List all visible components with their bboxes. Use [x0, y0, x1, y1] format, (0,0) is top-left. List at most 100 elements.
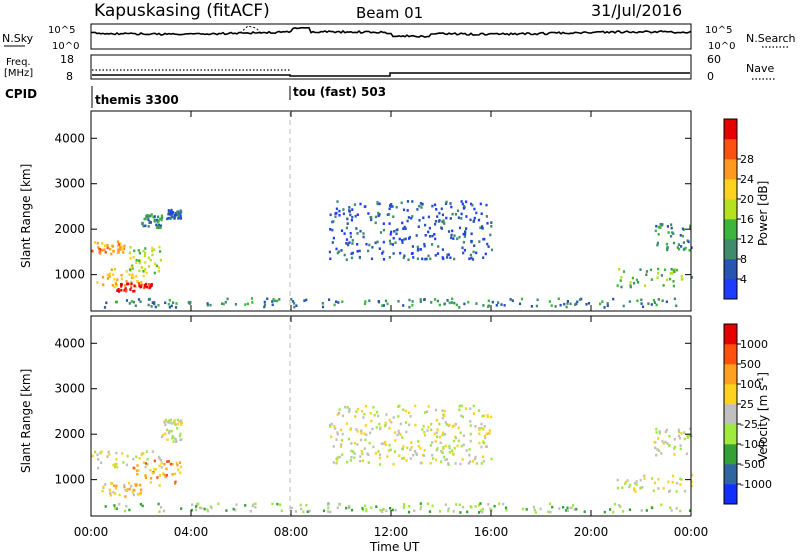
data-cell [665, 278, 669, 282]
data-cell [335, 461, 338, 465]
data-cell [329, 510, 332, 514]
data-cell [690, 246, 693, 249]
data-cell [116, 278, 119, 282]
data-cell [91, 454, 94, 458]
data-cell [117, 243, 121, 246]
beam-title: Beam 01 [356, 4, 423, 22]
data-cell [151, 301, 154, 304]
data-cell [645, 270, 649, 273]
data-cell [657, 267, 660, 271]
data-cell [445, 216, 448, 220]
data-cell [486, 222, 489, 225]
data-cell [483, 435, 486, 438]
data-cell [209, 505, 212, 508]
data-cell [661, 440, 664, 443]
data-cell [326, 503, 330, 506]
data-cell [447, 230, 451, 233]
data-cell [442, 219, 445, 222]
data-cell [351, 242, 354, 245]
colorbar-swatch [724, 384, 737, 405]
data-cell [388, 256, 391, 259]
data-cell [356, 232, 359, 235]
data-cell [155, 226, 159, 229]
data-cell [388, 449, 391, 452]
data-cell [353, 456, 356, 459]
data-cell [498, 502, 501, 505]
data-cell [438, 422, 441, 426]
data-cell [345, 238, 349, 241]
data-cell [449, 256, 452, 259]
data-cell [356, 443, 359, 446]
data-cell [620, 276, 623, 279]
data-cell [612, 510, 615, 514]
data-cell [346, 460, 349, 464]
data-cell [179, 217, 183, 220]
colorbar-tick: 100 [740, 378, 761, 391]
data-cell [327, 510, 330, 513]
data-cell [106, 246, 109, 250]
data-cell [153, 262, 157, 266]
data-cell [174, 212, 177, 215]
data-cell [189, 301, 192, 304]
data-cell [371, 246, 374, 249]
data-cell [144, 261, 147, 264]
data-cell [616, 486, 619, 490]
data-cell [639, 268, 642, 271]
data-cell [146, 458, 149, 461]
data-cell [520, 297, 524, 301]
data-cell [505, 508, 508, 512]
data-cell [411, 200, 414, 203]
data-cell [467, 300, 470, 304]
colorbar-tick: 28 [740, 153, 754, 166]
data-cell [550, 304, 553, 307]
data-cell [606, 302, 609, 305]
data-cell [333, 424, 336, 428]
data-cell [345, 422, 348, 425]
data-cell [622, 304, 625, 308]
data-cell [336, 456, 339, 459]
data-cell [351, 251, 354, 255]
data-cell [403, 238, 406, 241]
data-cell [470, 240, 473, 244]
data-cell [130, 274, 134, 277]
data-cell [178, 420, 181, 423]
data-cell [137, 469, 140, 472]
data-cell [683, 431, 686, 434]
data-cell [447, 253, 450, 256]
data-cell [480, 422, 483, 426]
data-cell [364, 438, 367, 442]
data-cell [679, 444, 682, 447]
data-cell [462, 443, 465, 447]
data-cell [480, 426, 483, 430]
data-cell [666, 248, 669, 252]
data-cell [672, 280, 675, 283]
data-cell [125, 288, 128, 292]
data-cell [436, 435, 439, 438]
data-cell [328, 298, 331, 301]
data-cell [473, 216, 476, 220]
data-cell [367, 249, 370, 253]
data-cell [658, 430, 661, 433]
data-cell [436, 447, 439, 450]
data-cell [624, 480, 628, 484]
data-cell [144, 474, 147, 477]
data-cell [117, 248, 120, 251]
data-cell [428, 510, 432, 513]
data-cell [424, 257, 427, 261]
data-cell [460, 404, 463, 408]
data-cell [350, 455, 353, 459]
data-cell [145, 271, 148, 275]
data-cell [682, 248, 685, 251]
data-cell [402, 256, 405, 260]
data-cell [144, 224, 147, 228]
data-cell [128, 508, 131, 512]
data-cell [166, 420, 169, 424]
data-cell [142, 270, 145, 273]
data-cell [399, 251, 402, 255]
data-cell [137, 282, 141, 285]
data-cell [355, 227, 358, 230]
data-cell [177, 468, 180, 472]
data-cell [128, 481, 131, 485]
data-cell [666, 225, 669, 228]
data-cell [428, 226, 431, 230]
